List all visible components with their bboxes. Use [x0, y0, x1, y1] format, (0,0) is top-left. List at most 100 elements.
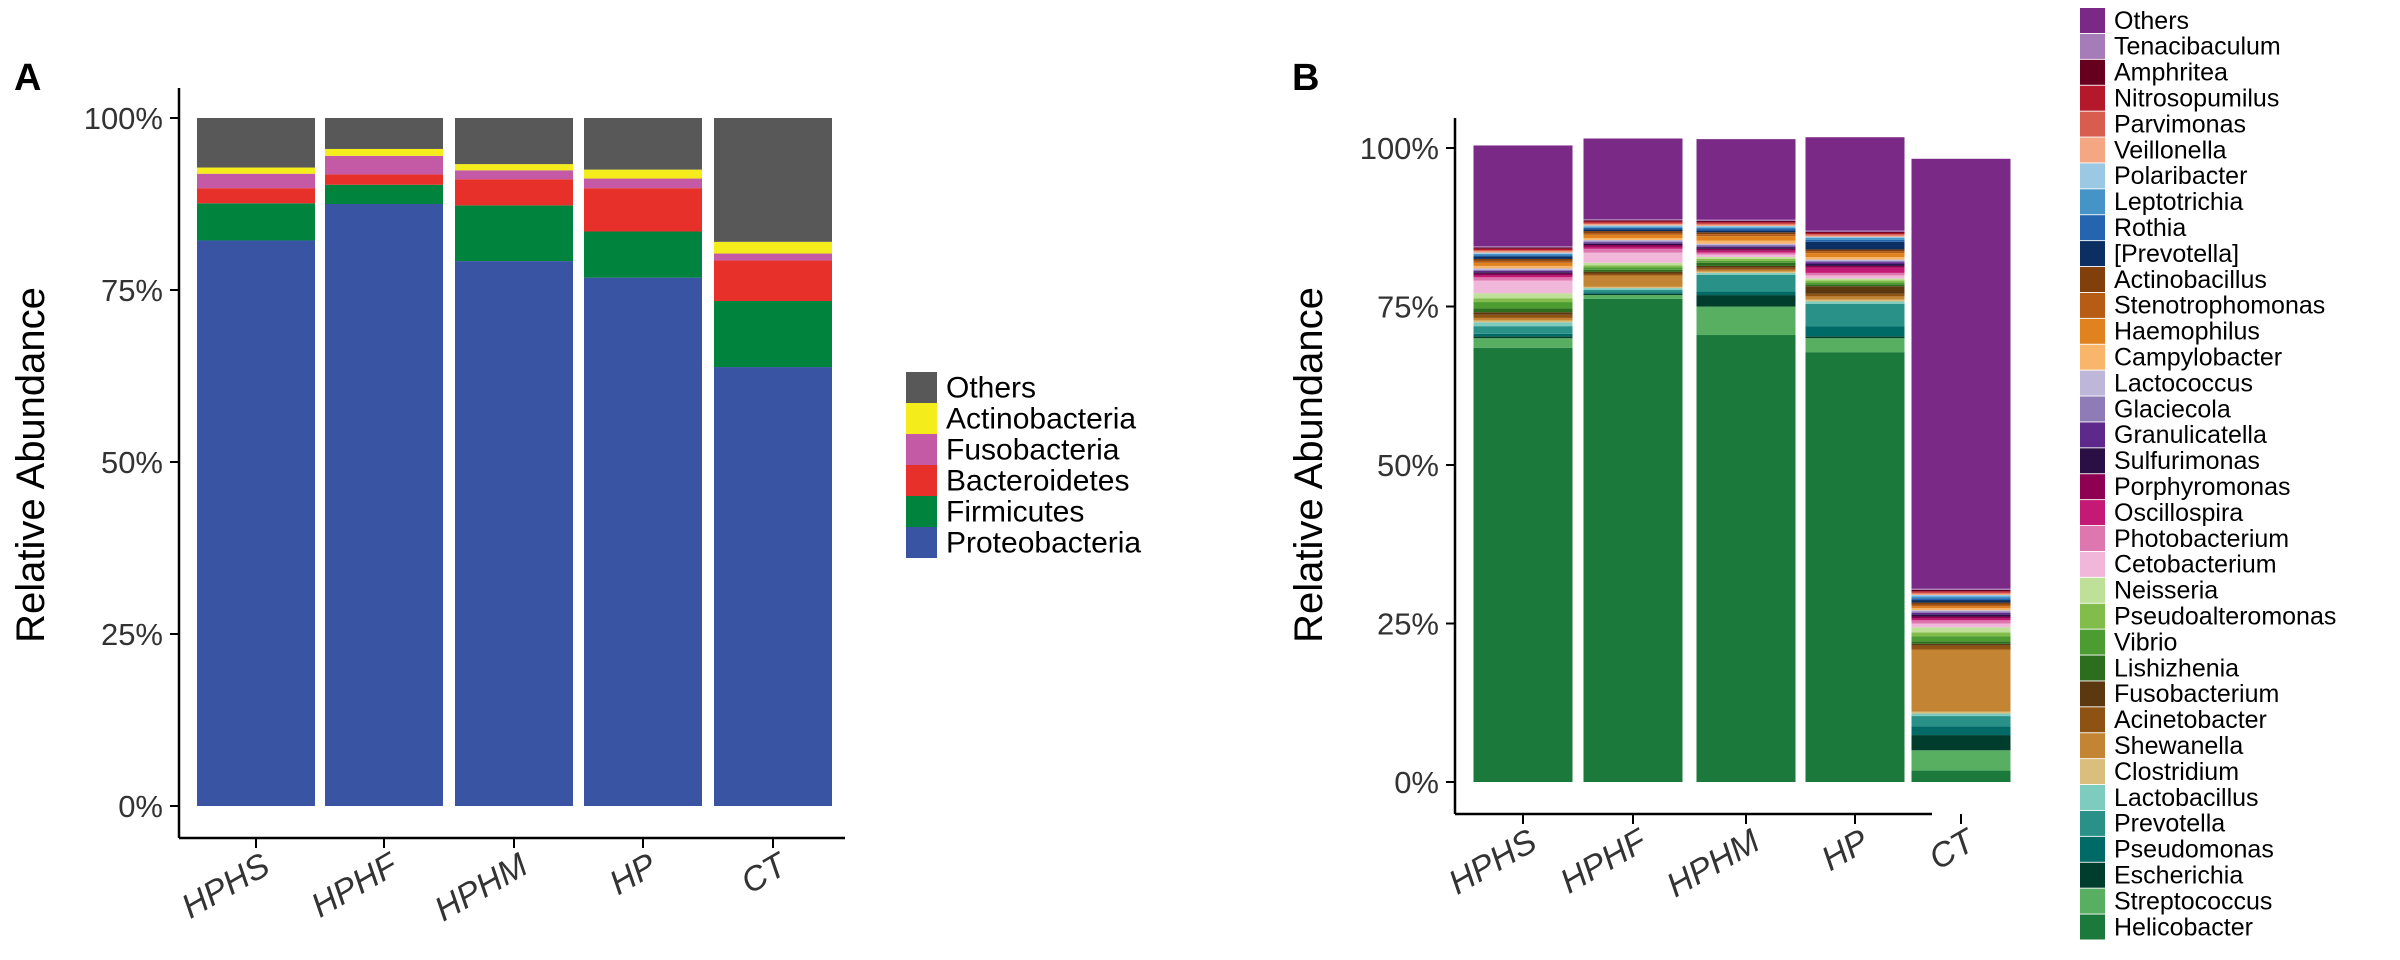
bar-segment-HP-proteobacteria [584, 277, 702, 807]
bar-segment-HPHM-porphyromonas [1696, 248, 1796, 251]
legend-label-escherichia: Escherichia [2114, 861, 2243, 889]
bar-segment-HPHM-nitrosopumilus [1696, 222, 1796, 224]
legend-label-actinobacteria: Actinobacteria [946, 403, 1136, 436]
bar-segment-HPHF-lactococcus [1583, 239, 1683, 242]
legend-swatch-pseudomonas [2080, 836, 2105, 862]
legend-swatch-firmicutes [906, 496, 937, 527]
bar-segment-HP-helicobacter [1805, 352, 1905, 782]
legend-swatch-shewanella [2080, 733, 2105, 759]
x-tick-label-hp: HP [1815, 822, 1875, 879]
panel-a: A Relative Abundance 0% 25% 50% 75% 100% HPHS… [9, 57, 1141, 929]
legend-label-fusobacterium: Fusobacterium [2114, 680, 2279, 708]
bar-segment-HPHM-fusobacterium [1696, 265, 1796, 268]
legend-label-photobacterium: Photobacterium [2114, 525, 2289, 553]
bar-segment-HPHM-lactococcus [1696, 243, 1796, 246]
legend-label-glaciecola: Glaciecola [2114, 395, 2231, 423]
bar-segment-HPHM-firmicutes [455, 205, 573, 262]
legend-label-proteobacteria: Proteobacteria [946, 527, 1141, 560]
bar-segment-CT-stenotrophomonas [1911, 604, 2011, 607]
bar-segment-HPHF-rothia [1583, 227, 1683, 230]
x-tick-label-hphm: HPHM [428, 846, 534, 929]
bar-segment-HPHM-photobacterium [1696, 252, 1796, 255]
bar-segment-HPHF-pseudomonas [1583, 292, 1683, 294]
y-tick-label: 25% [101, 617, 163, 652]
bar-segment-HPHM-haemophilus [1696, 236, 1796, 241]
bar-segment-CT-escherichia [1911, 735, 2011, 751]
bar-segment-HPHF-granulicatella [1583, 242, 1683, 244]
bar-segment-HPHF-parvimonas [1583, 222, 1683, 225]
legend-swatch-polaribacter [2080, 163, 2105, 189]
bar-segment-CT-photobacterium [1911, 620, 2011, 624]
bar-segment-HPHS-lactococcus [1473, 268, 1573, 270]
bar-segment-HP-veillonella [1805, 235, 1905, 237]
legend-swatch-others [906, 372, 937, 403]
bar-segment-HPHS-vibrio [1473, 302, 1573, 309]
bar-segment-HPHS-photobacterium [1473, 277, 1573, 281]
legend-swatch-lactobacillus [2080, 785, 2105, 810]
bar-segment-HP-escherichia [1805, 336, 1905, 339]
legend-swatch-prevotella [2080, 241, 2105, 267]
bar-segment-HP-streptococcus [1805, 338, 1905, 353]
legend-label-pseudomonas: Pseudomonas [2114, 836, 2274, 864]
legend-label-polaribacter: Polaribacter [2114, 162, 2247, 190]
bar-segment-HP-glaciecola [1805, 260, 1905, 263]
bar-segment-HPHM-clostridium [1696, 271, 1796, 273]
bar-segment-HPHM-oscillospira [1696, 250, 1796, 253]
bar-segment-HPHF-proteobacteria [325, 204, 443, 806]
bar-segment-HPHS-rothia [1473, 255, 1573, 257]
bar-segment-HPHS-pseudoalteromonas [1473, 298, 1573, 303]
legend-swatch-cetobacterium [2080, 551, 2105, 577]
y-tick-label: 100% [84, 101, 163, 136]
bar-segment-CT-sulfurimonas [1911, 614, 2011, 617]
bar-segment-CT-polaribacter [1911, 594, 2011, 597]
bar-segment-HPHM-others [455, 118, 573, 165]
bar-segment-HPHS-fusobacteria [197, 173, 315, 189]
y-tick-label: 25% [1377, 607, 1439, 642]
legend-label-fusobacteria: Fusobacteria [946, 434, 1120, 467]
bar-segment-HPHS-pseudomonas [1473, 333, 1573, 337]
legend-label-clostridium: Clostridium [2114, 758, 2239, 786]
bar-segment-HPHF-actinobacteria [325, 148, 443, 156]
bar-segment-CT-vibrio [1911, 636, 2011, 642]
legend-label-firmicutes: Firmicutes [946, 496, 1084, 529]
bar-segment-HPHF-others [325, 118, 443, 149]
bar-segment-CT-lactococcus [1911, 610, 2011, 612]
bar-segment-HP-amphritea [1805, 231, 1905, 233]
bar-segment-HPHF-campylobacter [1583, 238, 1683, 240]
x-tick-label-hphs: HPHS [175, 846, 276, 926]
bar-segment-CT-pseudoalteromonas [1911, 632, 2011, 637]
x-tick-label-ct: CT [1923, 821, 1983, 878]
bar-segment-CT-cetobacterium [1911, 623, 2011, 628]
bar-segment-HP-bacteroidetes [584, 188, 702, 232]
bar-segment-HP-firmicutes [584, 231, 702, 278]
x-tick-label-ct: CT [735, 845, 795, 902]
bar-segment-HPHM-lactobacillus [1696, 272, 1796, 275]
y-tick-label: 0% [1394, 765, 1439, 800]
bar-segment-HPHM-glaciecola [1696, 245, 1796, 247]
legend-label-parvimonas: Parvimonas [2114, 110, 2246, 138]
bar-segment-HPHS-oscillospira [1473, 275, 1573, 278]
bar-segment-HPHF-clostridium [1583, 286, 1683, 289]
bar-segment-CT-clostridium [1911, 711, 2011, 714]
bar-segment-CT-tenacibaculum [1911, 588, 2011, 590]
bar-segment-HPHS-neisseria [1473, 293, 1573, 299]
y-tick-label: 50% [101, 445, 163, 480]
legend-swatch-acinetobacter [2080, 707, 2105, 733]
bar-segment-HPHM-rothia [1696, 228, 1796, 231]
legend-label-others: Others [2114, 7, 2189, 35]
bar-segment-HPHF-others [1583, 138, 1683, 220]
bar-segment-HPHF-acinetobacter [1583, 273, 1683, 276]
bar-segment-CT-glaciecola [1911, 611, 2011, 613]
bar-segment-HPHF-bacteroidetes [325, 174, 443, 185]
legend-label-haemophilus: Haemophilus [2114, 318, 2260, 346]
legend-swatch-granulicatella [2080, 422, 2105, 448]
bar-segment-HPHF-haemophilus [1583, 234, 1683, 239]
bar-segment-HPHS-sulfurimonas [1473, 272, 1573, 274]
bar-segment-CT-actinobacillus [1911, 602, 2011, 605]
bar-segment-HP-others [1805, 137, 1905, 231]
panel-b-ylabel: Relative Abundance [1287, 287, 1331, 643]
bar-segment-HPHS-escherichia [1473, 336, 1573, 339]
bar-segment-HPHS-streptococcus [1473, 338, 1573, 348]
bar-segment-HPHM-leptotrichia [1696, 227, 1796, 229]
bar-segment-HP-lactococcus [1805, 259, 1905, 261]
